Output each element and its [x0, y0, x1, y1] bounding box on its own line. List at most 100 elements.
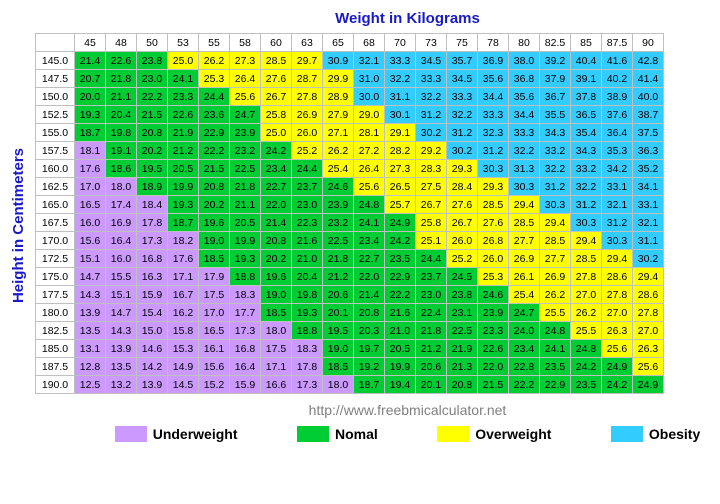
bmi-cell: 33.3: [416, 70, 447, 88]
bmi-cell: 25.5: [540, 304, 571, 322]
legend-swatch: [115, 426, 147, 442]
bmi-cell: 24.4: [416, 250, 447, 268]
weight-header: 50: [137, 34, 168, 52]
height-header: 160.0: [36, 160, 75, 178]
bmi-cell: 34.3: [571, 142, 602, 160]
bmi-cell: 30.3: [509, 178, 540, 196]
bmi-cell: 38.9: [602, 88, 633, 106]
bmi-cell: 23.5: [540, 358, 571, 376]
bmi-cell: 17.5: [261, 340, 292, 358]
bmi-cell: 22.6: [106, 52, 137, 70]
bmi-cell: 16.0: [75, 214, 106, 232]
table-row: 165.016.517.418.419.320.221.122.023.023.…: [36, 196, 664, 214]
bmi-cell: 23.8: [137, 52, 168, 70]
bmi-cell: 21.6: [385, 304, 416, 322]
bmi-cell: 17.7: [230, 304, 261, 322]
bmi-cell: 30.3: [540, 196, 571, 214]
bmi-cell: 29.4: [571, 232, 602, 250]
bmi-cell: 22.5: [447, 322, 478, 340]
bmi-cell: 20.8: [447, 376, 478, 394]
bmi-cell: 16.4: [106, 232, 137, 250]
height-header: 190.0: [36, 376, 75, 394]
bmi-cell: 17.5: [199, 286, 230, 304]
bmi-cell: 33.3: [509, 124, 540, 142]
bmi-cell: 25.7: [385, 196, 416, 214]
bmi-cell: 24.2: [261, 142, 292, 160]
height-header: 177.5: [36, 286, 75, 304]
bmi-cell: 23.5: [385, 250, 416, 268]
bmi-cell: 19.6: [199, 214, 230, 232]
bmi-cell: 18.3: [292, 340, 323, 358]
bmi-cell: 16.1: [199, 340, 230, 358]
bmi-cell: 26.9: [292, 106, 323, 124]
bmi-cell: 21.5: [199, 160, 230, 178]
bmi-cell: 28.4: [447, 178, 478, 196]
bmi-cell: 23.0: [416, 286, 447, 304]
bmi-cell: 24.0: [509, 322, 540, 340]
bmi-cell: 27.0: [571, 286, 602, 304]
bmi-cell: 26.3: [602, 322, 633, 340]
bmi-cell: 34.1: [633, 178, 664, 196]
bmi-cell: 32.2: [571, 178, 602, 196]
bmi-cell: 24.1: [354, 214, 385, 232]
bmi-cell: 33.3: [447, 88, 478, 106]
bmi-cell: 23.4: [354, 232, 385, 250]
bmi-cell: 27.8: [633, 304, 664, 322]
bmi-cell: 28.7: [292, 70, 323, 88]
weight-header: 60: [261, 34, 292, 52]
bmi-cell: 29.7: [292, 52, 323, 70]
bmi-cell: 26.1: [509, 268, 540, 286]
bmi-cell: 20.3: [354, 322, 385, 340]
bmi-cell: 16.5: [75, 196, 106, 214]
bmi-cell: 24.8: [354, 196, 385, 214]
weight-header: 73: [416, 34, 447, 52]
bmi-cell: 19.2: [354, 358, 385, 376]
bmi-cell: 31.0: [354, 70, 385, 88]
bmi-cell: 28.5: [571, 250, 602, 268]
bmi-cell: 34.2: [602, 160, 633, 178]
table-row: 170.015.616.417.318.219.019.920.821.622.…: [36, 232, 664, 250]
bmi-cell: 36.3: [633, 142, 664, 160]
bmi-cell: 16.8: [230, 340, 261, 358]
bmi-cell: 29.4: [633, 268, 664, 286]
bmi-cell: 37.5: [633, 124, 664, 142]
bmi-cell: 21.5: [137, 106, 168, 124]
bmi-cell: 25.6: [354, 178, 385, 196]
bmi-cell: 22.6: [478, 340, 509, 358]
bmi-cell: 35.4: [571, 124, 602, 142]
weight-header: 58: [230, 34, 261, 52]
table-row: 167.516.016.917.818.719.620.521.422.323.…: [36, 214, 664, 232]
bmi-cell: 15.0: [137, 322, 168, 340]
bmi-cell: 30.1: [385, 106, 416, 124]
bmi-cell: 30.3: [571, 214, 602, 232]
bmi-cell: 40.2: [602, 70, 633, 88]
height-header: 155.0: [36, 124, 75, 142]
bmi-cell: 25.1: [416, 232, 447, 250]
bmi-cell: 31.3: [509, 160, 540, 178]
height-header: 152.5: [36, 106, 75, 124]
table-row: 180.013.914.715.416.217.017.718.519.320.…: [36, 304, 664, 322]
bmi-cell: 41.6: [602, 52, 633, 70]
height-header: 182.5: [36, 322, 75, 340]
bmi-cell: 27.3: [385, 160, 416, 178]
table-row: 157.518.119.120.221.222.223.224.225.226.…: [36, 142, 664, 160]
weight-header: 90: [633, 34, 664, 52]
bmi-cell: 23.2: [323, 214, 354, 232]
table-row: 155.018.719.820.821.922.923.925.026.027.…: [36, 124, 664, 142]
bmi-cell: 30.2: [633, 250, 664, 268]
bmi-cell: 18.2: [168, 232, 199, 250]
bmi-cell: 21.5: [478, 376, 509, 394]
bmi-cell: 23.9: [478, 304, 509, 322]
bmi-cell: 24.2: [571, 358, 602, 376]
bmi-cell: 25.6: [633, 358, 664, 376]
bmi-cell: 23.5: [571, 376, 602, 394]
bmi-cell: 31.1: [385, 88, 416, 106]
bmi-cell: 21.4: [354, 286, 385, 304]
bmi-cell: 14.2: [137, 358, 168, 376]
bmi-cell: 15.9: [230, 376, 261, 394]
height-header: 167.5: [36, 214, 75, 232]
bmi-cell: 22.9: [385, 268, 416, 286]
bmi-cell: 32.2: [509, 142, 540, 160]
table-row: 152.519.320.421.522.623.624.725.826.927.…: [36, 106, 664, 124]
bmi-cell: 24.7: [509, 304, 540, 322]
